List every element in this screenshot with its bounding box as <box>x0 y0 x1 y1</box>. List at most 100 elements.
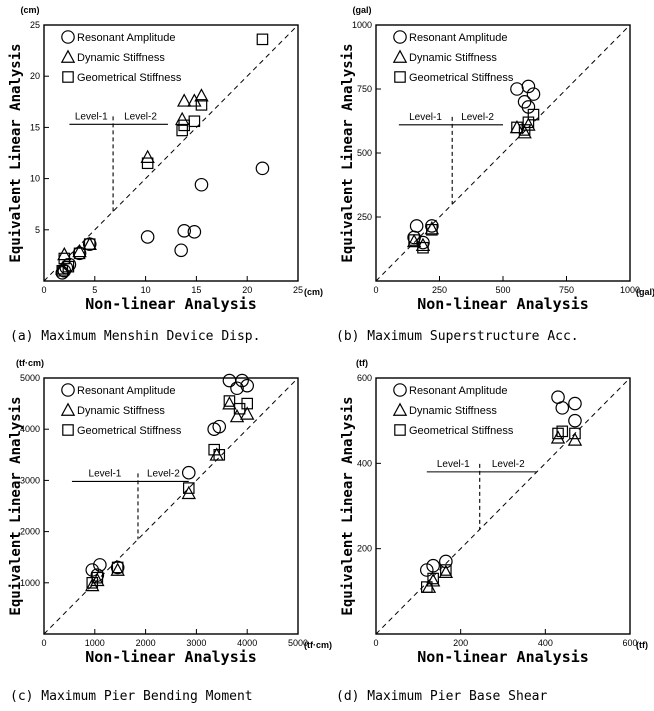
x-tick-label: 1000 <box>620 285 640 295</box>
data-point-square <box>569 427 581 440</box>
y-tick-label: 200 <box>357 544 372 554</box>
data-point-circle <box>212 419 227 434</box>
panel-caption: (a) Maximum Menshin Device Disp. <box>10 329 260 344</box>
y-axis-label: Equivalent Linear Analysis <box>340 43 356 262</box>
data-point-circle <box>416 235 430 250</box>
data-point-circle <box>174 243 188 258</box>
legend-marker-square <box>394 71 406 83</box>
y-tick-label: 750 <box>357 84 372 94</box>
data-point-triangle <box>194 88 209 102</box>
x-tick-label: 200 <box>453 638 468 648</box>
legend-label: Dynamic Stiffness <box>409 405 497 417</box>
level-1-label: Level-1 <box>437 459 470 470</box>
data-point-circle <box>240 378 254 393</box>
level-1-label: Level-1 <box>75 111 108 122</box>
y-tick-label: 250 <box>357 212 372 222</box>
data-point-triangle <box>55 261 70 275</box>
data-point-circle <box>568 413 582 428</box>
legend-label: Geometrical Stiffness <box>77 425 182 437</box>
panel-caption: (d) Maximum Pier Base Shear <box>336 689 547 704</box>
data-point-square <box>73 247 86 260</box>
data-point-square <box>511 121 523 134</box>
legend-label: Resonant Amplitude <box>77 32 175 44</box>
data-point-triangle <box>57 246 72 261</box>
data-point-triangle <box>72 243 87 258</box>
legend-marker-square <box>394 424 406 436</box>
y-tick-label: 4000 <box>20 424 40 434</box>
data-point-triangle <box>229 408 245 423</box>
level-1-label: Level-1 <box>409 112 442 123</box>
data-point-circle <box>521 79 536 94</box>
data-point-circle <box>425 219 439 233</box>
legend-marker-circle <box>393 383 407 397</box>
x-tick-label: 15 <box>191 285 201 295</box>
data-point-triangle <box>509 119 525 134</box>
x-tick-label: 400 <box>538 638 553 648</box>
data-point-square <box>256 33 269 46</box>
data-point-square <box>188 115 201 128</box>
data-point-square <box>556 425 569 438</box>
data-point-square <box>213 449 226 461</box>
legend-label: Resonant Amplitude <box>77 385 175 397</box>
x-tick-label: 5000 <box>288 638 308 648</box>
data-point-square <box>518 124 531 136</box>
legend-marker-triangle <box>60 49 76 63</box>
x-tick-label: 20 <box>242 285 252 295</box>
diagonal-reference-line <box>375 24 631 282</box>
y-tick-label: 15 <box>30 122 40 132</box>
data-point-circle <box>222 373 237 388</box>
data-point-square <box>62 260 75 273</box>
data-point-circle <box>140 230 155 244</box>
legend-label: Resonant Amplitude <box>409 385 507 397</box>
level-2-label: Level-2 <box>147 468 180 479</box>
data-point-triangle <box>567 432 583 446</box>
x-tick-label: 600 <box>622 638 637 648</box>
y-tick-label: 1000 <box>20 578 40 588</box>
legend-label: Dynamic Stiffness <box>77 405 165 417</box>
panel-caption: (b) Maximum Superstructure Acc. <box>336 329 579 344</box>
legend-marker-triangle <box>60 402 76 416</box>
y-tick-label: 1000 <box>352 20 372 30</box>
legend-marker-circle <box>61 383 75 397</box>
data-point-square <box>91 571 104 584</box>
data-point-square <box>426 224 438 236</box>
legend-marker-circle <box>61 30 75 44</box>
y-axis-label: Equivalent Linear Analysis <box>8 43 24 262</box>
legend-marker-square <box>62 424 74 436</box>
y-tick-label: 10 <box>30 174 40 184</box>
data-point-circle <box>177 224 192 238</box>
x-axis-label: Non-linear Analysis <box>417 295 589 313</box>
data-point-circle <box>72 246 87 261</box>
data-point-square <box>421 581 433 593</box>
data-point-circle <box>181 465 196 480</box>
diagonal-reference-line <box>43 377 299 635</box>
x-unit-label: (tf·cm) <box>304 640 332 650</box>
x-tick-label: 250 <box>432 285 447 295</box>
data-point-circle <box>235 373 249 388</box>
y-unit-label: (gal) <box>353 5 372 15</box>
data-point-circle <box>426 558 440 573</box>
data-point-triangle <box>140 149 155 163</box>
y-unit-label: (tf) <box>356 358 368 368</box>
x-unit-label: (cm) <box>304 287 323 297</box>
plot-frame <box>375 377 631 635</box>
y-tick-label: 600 <box>357 373 372 383</box>
data-point-triangle <box>187 93 202 107</box>
data-point-square <box>182 482 195 494</box>
chart-panel-c: 0 1000 2000 3000 4000 5000 1000 2000 3000 4000 500… <box>8 358 332 704</box>
x-tick-label: 2000 <box>136 638 156 648</box>
data-point-circle <box>110 560 125 575</box>
data-point-circle <box>526 87 541 101</box>
diagonal-reference-line <box>375 377 631 635</box>
x-axis-label: Non-linear Analysis <box>85 295 257 313</box>
data-point-circle <box>230 381 244 396</box>
data-point-triangle <box>406 233 422 248</box>
data-point-circle <box>194 177 209 192</box>
legend-label: Dynamic Stiffness <box>409 52 497 64</box>
legend-label: Resonant Amplitude <box>409 32 507 44</box>
x-unit-label: (gal) <box>636 287 654 297</box>
data-point-square <box>527 108 540 121</box>
data-point-square <box>417 241 429 254</box>
